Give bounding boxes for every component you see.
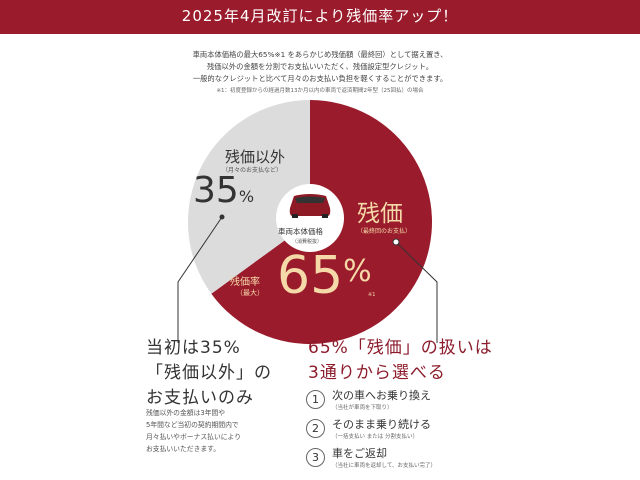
heading-line: 65%「残価」の扱いは — [308, 338, 493, 358]
heading-line: お支払いのみ — [146, 388, 254, 408]
other-number: 35 — [193, 170, 239, 211]
other-sub: （月々のお支払など） — [222, 167, 283, 174]
left-body: 残価以外の金額は3年間や 5年間など当初の契約期間内で 月々払いやボーナス払いに… — [146, 407, 241, 455]
page-title: 2025年4月改訂により残価率アップ！ — [0, 0, 640, 34]
footnote-mark: ※1 — [368, 292, 376, 298]
heading-line: 「残価以外」の — [146, 363, 272, 383]
heading-line: 3通りから選べる — [308, 363, 446, 383]
number-circle: 2 — [306, 418, 325, 438]
rate-label: 残価率 — [230, 277, 260, 288]
option-1: 1 次の車へお乗り換え （当社が車両を下取り） — [306, 387, 431, 411]
rate-sub: （最大） — [236, 289, 264, 297]
option-sub: （当社が車両を下取り） — [332, 405, 393, 411]
right-heading: 65%「残価」の扱いは 3通りから選べる — [308, 336, 493, 386]
footnote: ※1：初度登録からの経過月数13か月以内の車両で返済期間2年型（25回払）の場合 — [216, 88, 424, 94]
residual-number: 65 — [277, 246, 344, 306]
leader-line-right — [395, 241, 438, 343]
option-title: そのまま乗り続ける — [332, 418, 431, 431]
body-line: 5年間など当初の契約期間内で — [146, 421, 239, 429]
residual-sub: （最終回のお支払） — [357, 228, 412, 235]
option-title: 車をご返却 — [332, 447, 387, 460]
center-sub: （消費税抜） — [292, 239, 323, 245]
option-title: 次の車へお乗り換え — [332, 389, 431, 402]
body-line: 残価以外の金額は3年間や — [146, 409, 226, 417]
leader-line-left — [177, 216, 223, 343]
residual-unit: % — [343, 254, 372, 289]
number-circle: 1 — [306, 389, 325, 409]
option-sub: （一括支払い または 分割支払い） — [332, 434, 418, 440]
body-line: 月々払いやボーナス払いにより — [146, 433, 242, 441]
number-circle: 3 — [306, 447, 325, 467]
car-icon — [289, 194, 331, 218]
heading-line: 当初は35% — [146, 338, 241, 358]
intro-text: 車両本体価格の最大65%※1 をあらかじめ残価額（最終回）として据え置き、 残価… — [120, 49, 520, 97]
option-3: 3 車をご返却 （当社に車両を返却して、お支払い完了） — [306, 445, 436, 469]
other-slice — [188, 100, 310, 294]
center-label: 車両本体価格 — [278, 227, 323, 236]
leader-dot — [392, 238, 400, 246]
option-sub: （当社に車両を返却して、お支払い完了） — [332, 463, 437, 469]
other-unit: % — [238, 187, 255, 206]
residual-value: 65% — [277, 246, 372, 306]
intro-line: 残価以外の金額を分割でお支払いいただく、残価設定型クレジット。 — [206, 62, 434, 71]
intro-line: 車両本体価格の最大65%※1 をあらかじめ残価額（最終回）として据え置き、 — [192, 50, 448, 59]
residual-label: 残価 — [357, 201, 403, 227]
other-value: 35% — [193, 170, 254, 211]
body-line: お支払いいただきます。 — [146, 445, 221, 453]
left-heading: 当初は35% 「残価以外」の お支払いのみ — [146, 336, 272, 411]
leader-dot — [219, 214, 225, 220]
other-label: 残価以外 — [225, 148, 286, 166]
intro-line: 一般的なクレジットと比べて月々のお支払い負担を軽くすることができます。 — [192, 74, 448, 83]
option-2: 2 そのまま乗り続ける （一括支払い または 分割支払い） — [306, 416, 431, 440]
